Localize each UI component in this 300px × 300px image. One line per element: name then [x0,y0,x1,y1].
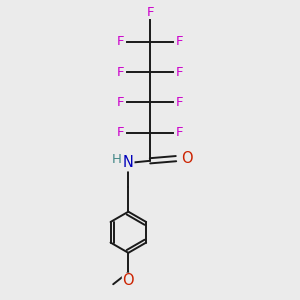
Text: F: F [176,35,183,48]
Text: N: N [123,155,134,170]
Text: F: F [117,126,124,139]
Text: F: F [176,96,183,109]
Text: F: F [117,35,124,48]
Text: F: F [117,96,124,109]
Text: F: F [146,6,154,19]
Text: O: O [182,151,193,166]
Text: F: F [176,126,183,139]
Text: F: F [117,65,124,79]
Text: F: F [176,65,183,79]
Text: H: H [112,153,122,166]
Text: O: O [122,273,134,288]
